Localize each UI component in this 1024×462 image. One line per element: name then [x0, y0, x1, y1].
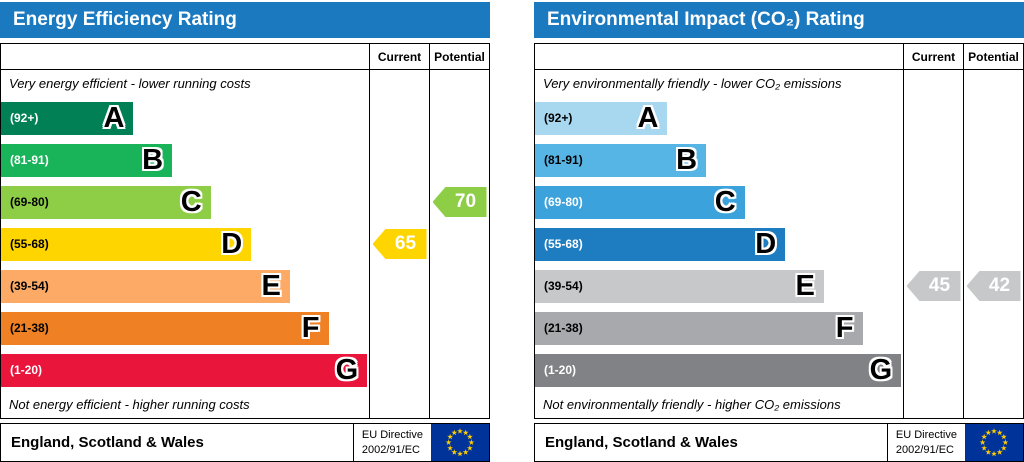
- band-bar-c: (69-80) C: [535, 185, 745, 219]
- band-bar-b: (81-91) B: [535, 143, 707, 177]
- band-bar-c: (69-80) C: [1, 185, 211, 219]
- band-row: (81-91) B: [535, 139, 1023, 181]
- region-label: England, Scotland & Wales: [11, 434, 204, 451]
- band-bar-g: (1-20) G: [535, 353, 902, 387]
- region-label: England, Scotland & Wales: [545, 434, 738, 451]
- chart-header: Energy Efficiency Rating: [0, 2, 490, 38]
- band-bar-f: (21-38) F: [1, 311, 329, 345]
- band-letter: D: [221, 227, 243, 260]
- chart-footer: England, Scotland & Wales EU Directive 2…: [534, 423, 1024, 462]
- band-range-label: (69-80): [10, 195, 49, 209]
- band-range-label: (92+): [544, 111, 573, 125]
- band-range-label: (55-68): [10, 237, 49, 251]
- band-row: (21-38) F: [535, 307, 1023, 349]
- band-row: (92+) A: [1, 97, 489, 139]
- band-range-label: (81-91): [544, 153, 583, 167]
- band-bar-a: (92+) A: [535, 101, 668, 135]
- current-column-header: Current: [903, 44, 963, 70]
- top-caption: Very energy efficient - lower running co…: [9, 76, 251, 91]
- potential-rating-arrow: 70: [432, 187, 487, 217]
- band-letter: D: [755, 227, 777, 260]
- bottom-caption: Not energy efficient - higher running co…: [9, 397, 250, 412]
- band-range-label: (92+): [10, 111, 39, 125]
- band-range-label: (1-20): [544, 363, 577, 377]
- rating-table: Current Potential Very environmentally f…: [534, 43, 1024, 419]
- band-row: (55-68) D 65: [1, 223, 489, 265]
- band-letter: F: [835, 311, 854, 344]
- current-rating-arrow: 45: [906, 271, 961, 301]
- band-bar-d: (55-68) D: [535, 227, 786, 261]
- top-caption-row: Very energy efficient - lower running co…: [1, 70, 489, 97]
- band-row: (81-91) B: [1, 139, 489, 181]
- band-bar-g: (1-20) G: [1, 353, 368, 387]
- band-range-label: (21-38): [10, 321, 49, 335]
- band-letter: A: [637, 101, 659, 134]
- band-bar-e: (39-54) E: [1, 269, 290, 303]
- band-row: (55-68) D: [535, 223, 1023, 265]
- band-letter: B: [676, 143, 698, 176]
- band-range-label: (55-68): [544, 237, 583, 251]
- band-row: (1-20) G: [535, 349, 1023, 391]
- band-range-label: (69-80): [544, 195, 583, 209]
- band-letter: C: [180, 185, 202, 218]
- spacer-cell: [1, 44, 369, 70]
- current-rating-arrow: 65: [372, 229, 427, 259]
- eu-flag-icon: [431, 424, 489, 461]
- chart-footer: England, Scotland & Wales EU Directive 2…: [0, 423, 490, 462]
- band-letter: G: [335, 353, 359, 386]
- potential-rating-arrow: 42: [966, 271, 1021, 301]
- current-rating-value: 45: [928, 275, 951, 296]
- band-letter: B: [142, 143, 164, 176]
- energy-efficiency-chart: Energy Efficiency Rating Current Potenti…: [0, 2, 490, 462]
- column-header-row: Current Potential: [535, 44, 1023, 70]
- band-letter: F: [301, 311, 320, 344]
- eu-directive-label: EU Directive 2002/91/EC: [352, 424, 431, 461]
- eu-directive-label: EU Directive 2002/91/EC: [886, 424, 965, 461]
- band-row: (39-54) E: [1, 265, 489, 307]
- rating-table: Current Potential Very energy efficient …: [0, 43, 490, 419]
- current-column-header: Current: [369, 44, 429, 70]
- band-row: (92+) A: [535, 97, 1023, 139]
- chart-title: Energy Efficiency Rating: [13, 9, 237, 30]
- band-bar-f: (21-38) F: [535, 311, 863, 345]
- band-letter: E: [795, 269, 815, 302]
- band-range-label: (1-20): [10, 363, 43, 377]
- chart-header: Environmental Impact (CO₂) Rating: [534, 2, 1024, 38]
- band-range-label: (81-91): [10, 153, 49, 167]
- bottom-caption: Not environmentally friendly - higher CO…: [543, 397, 841, 412]
- chart-title: Environmental Impact (CO₂) Rating: [547, 9, 865, 30]
- potential-column-header: Potential: [963, 44, 1023, 70]
- band-bar-a: (92+) A: [1, 101, 134, 135]
- band-letter: A: [103, 101, 125, 134]
- band-letter: C: [714, 185, 736, 218]
- column-header-row: Current Potential: [1, 44, 489, 70]
- environmental-impact-chart: Environmental Impact (CO₂) Rating Curren…: [534, 2, 1024, 462]
- band-letter: G: [869, 353, 893, 386]
- band-range-label: (21-38): [544, 321, 583, 335]
- band-range-label: (39-54): [544, 279, 583, 293]
- eu-flag-icon: [965, 424, 1023, 461]
- potential-column-header: Potential: [429, 44, 489, 70]
- band-bar-e: (39-54) E: [535, 269, 824, 303]
- band-row: (69-80) C: [535, 181, 1023, 223]
- band-row: (69-80) C 70: [1, 181, 489, 223]
- potential-rating-value: 70: [454, 191, 477, 212]
- band-row: (39-54) E 45 42: [535, 265, 1023, 307]
- bottom-caption-row: Not energy efficient - higher running co…: [1, 391, 489, 418]
- bottom-caption-row: Not environmentally friendly - higher CO…: [535, 391, 1023, 418]
- spacer-cell: [535, 44, 903, 70]
- top-caption: Very environmentally friendly - lower CO…: [543, 76, 842, 91]
- potential-rating-value: 42: [988, 275, 1011, 296]
- band-bar-b: (81-91) B: [1, 143, 173, 177]
- current-rating-value: 65: [394, 233, 417, 254]
- band-row: (1-20) G: [1, 349, 489, 391]
- band-range-label: (39-54): [10, 279, 49, 293]
- top-caption-row: Very environmentally friendly - lower CO…: [535, 70, 1023, 97]
- band-bar-d: (55-68) D: [1, 227, 252, 261]
- band-row: (21-38) F: [1, 307, 489, 349]
- band-letter: E: [261, 269, 281, 302]
